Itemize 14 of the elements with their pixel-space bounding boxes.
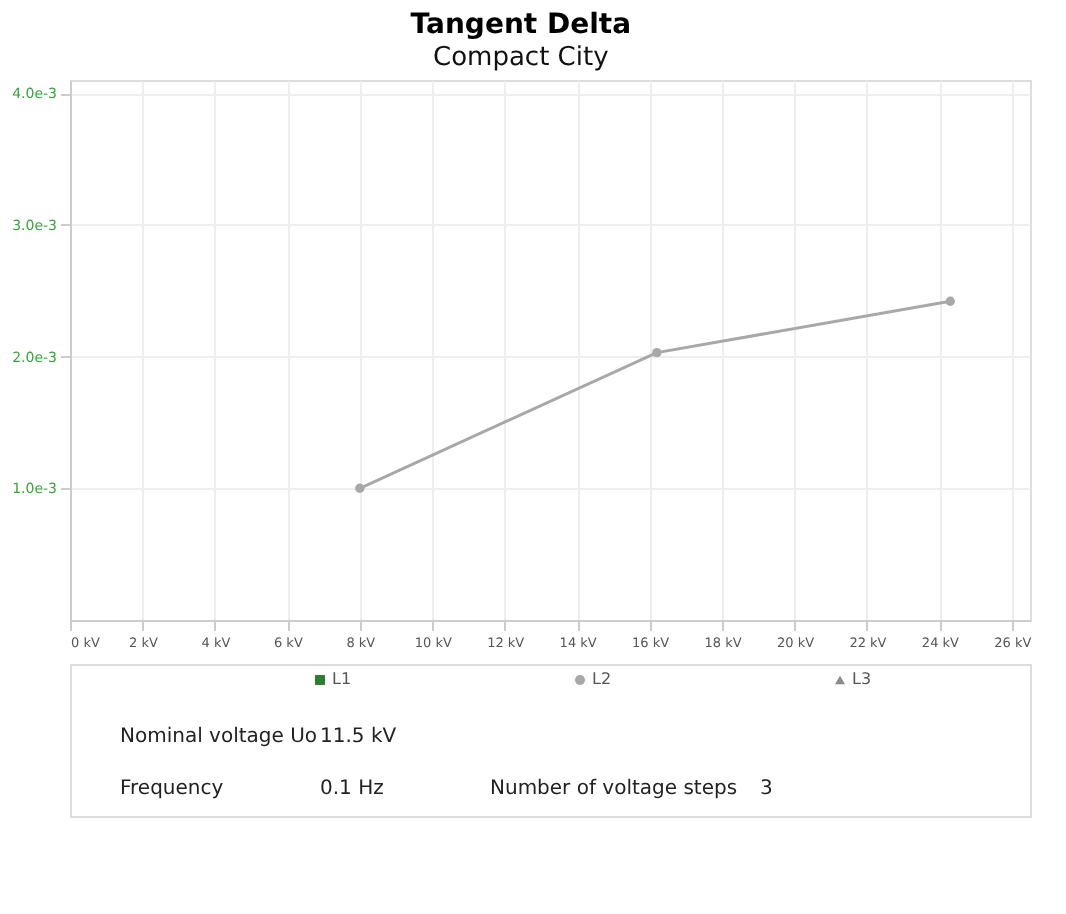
point [355,483,365,493]
text: 11.5 kV [320,726,397,748]
text: 3 [760,778,773,800]
text: 0.1 Hz [320,778,384,800]
text: Nominal voltage Uo [120,726,318,748]
chart-title: Tangent Delta [410,9,632,41]
point [945,296,955,306]
legend-label: L1 [332,670,352,688]
text: Frequency [120,778,224,800]
legend-label: L3 [852,670,872,688]
text: Number of voltage steps [490,778,738,800]
chart-subtitle: Compact City [433,43,610,73]
point [652,347,662,358]
legend-label: L2 [592,670,612,688]
